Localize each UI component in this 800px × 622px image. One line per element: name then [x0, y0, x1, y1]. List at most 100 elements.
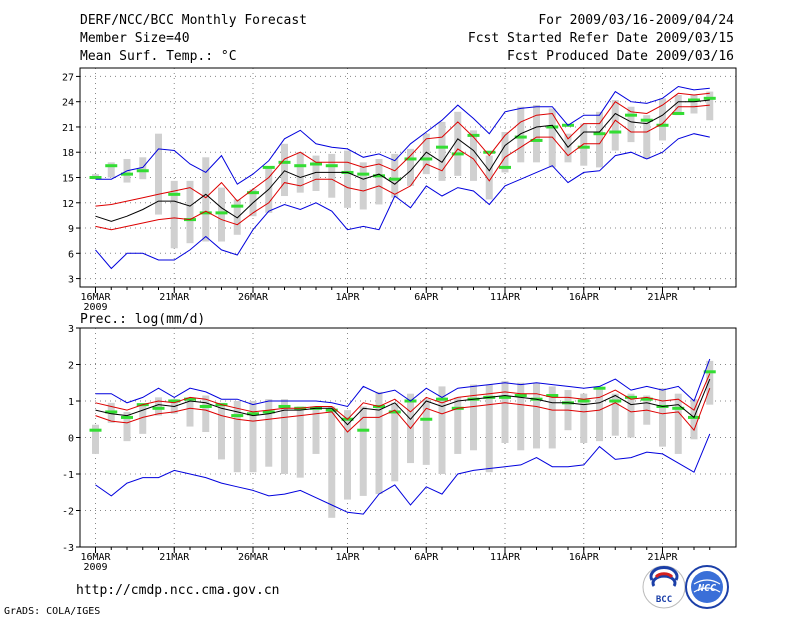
- precip-obs-marker: [499, 395, 511, 399]
- temp-spread-bar: [344, 150, 351, 208]
- fcst-produced-date: Fcst Produced Date 2009/03/16: [507, 49, 734, 64]
- temp-ytick-label: 6: [68, 249, 74, 260]
- temp-series-min: [95, 133, 710, 270]
- precip-obs-marker: [609, 399, 622, 403]
- temp-xtick-label: 16MAR: [80, 292, 111, 303]
- temp-ytick-label: 9: [68, 224, 74, 235]
- temp-spread-bar: [359, 162, 367, 210]
- temp-xtick-label: 16APR: [569, 292, 600, 303]
- precip-spread-bar: [344, 410, 351, 500]
- precip-spread-bar: [123, 411, 131, 442]
- temp-xtick-label: 21APR: [647, 292, 678, 303]
- temp-spread-bar: [328, 153, 336, 198]
- temp-spread-bar: [611, 100, 619, 151]
- temp-obs-marker: [357, 172, 370, 176]
- precip-spread-bar: [328, 406, 336, 518]
- precip-series-lower: [95, 388, 711, 433]
- precip-spread-bar: [580, 393, 588, 443]
- temp-obs-marker: [672, 111, 685, 115]
- precip-spread-bar: [155, 397, 162, 416]
- temp-spread-bar: [485, 155, 493, 200]
- precip-obs-marker: [105, 410, 118, 414]
- precip-spread-bar: [485, 384, 493, 473]
- temp-obs-marker: [278, 160, 291, 164]
- precip-spread-bar: [218, 402, 225, 460]
- temp-obs-marker: [593, 132, 606, 136]
- precip-xtick-label: 26MAR: [238, 552, 269, 563]
- temp-obs-marker: [325, 164, 338, 168]
- precip-spread-bar: [659, 388, 666, 447]
- temp-series-upper: [95, 92, 710, 207]
- temp-obs-marker: [404, 157, 417, 161]
- precip-xtick-label: 16MAR: [80, 552, 111, 563]
- temp-obs-marker: [546, 125, 559, 129]
- temp-ytick-label: 15: [62, 174, 74, 185]
- precip-ytick-label: -2: [62, 507, 74, 518]
- temp-obs-marker: [514, 135, 527, 139]
- temp-spread-bar: [312, 155, 320, 191]
- precip-obs-marker: [199, 404, 212, 408]
- temp-xtick-label: 11APR: [490, 292, 521, 303]
- temp-spread-bar: [438, 121, 446, 181]
- precip-obs-marker: [121, 415, 133, 419]
- temp-ytick-label: 12: [62, 199, 74, 210]
- temp-spread-bar: [501, 132, 509, 173]
- temp-spread-bar: [218, 187, 225, 242]
- temp-spread-bar: [548, 108, 556, 168]
- temp-obs-marker: [105, 164, 118, 168]
- precip-spread-bar: [596, 386, 603, 442]
- temp-spread-bar: [155, 133, 162, 215]
- temp-obs-marker: [499, 165, 511, 169]
- source-url[interactable]: http://cmdp.ncc.cma.gov.cn: [76, 583, 280, 598]
- temp-ytick-label: 27: [62, 72, 74, 83]
- precip-spread-bar: [296, 406, 304, 478]
- precip-spread-bar: [706, 360, 714, 405]
- precip-spread-bar: [470, 384, 477, 451]
- temp-ytick-label: 3: [68, 275, 74, 286]
- temp-xtick-label: 6APR: [414, 292, 439, 303]
- precip-spread-bar: [359, 406, 367, 496]
- precip-obs-marker: [247, 412, 259, 416]
- precip-obs-marker: [278, 404, 291, 408]
- precip-spread-bar: [422, 399, 430, 465]
- precip-label: Prec.: log(mm/d): [80, 312, 205, 327]
- precip-spread-bar: [92, 424, 99, 454]
- precip-series-mean: [95, 378, 711, 426]
- variable-label: Mean Surf. Temp.: °C: [80, 49, 237, 64]
- precip-spread-bar: [249, 401, 257, 473]
- chart-title: DERF/NCC/BCC Monthly Forecast: [80, 13, 307, 28]
- temp-spread-bar: [627, 106, 635, 143]
- precip-spread-bar: [391, 402, 399, 482]
- temp-spread-bar: [202, 157, 210, 242]
- temp-obs-marker: [310, 162, 322, 166]
- temp-obs-marker: [388, 177, 401, 181]
- precip-series-upper: [95, 373, 711, 420]
- precip-spread-bar: [533, 382, 540, 449]
- temp-obs-marker: [136, 169, 149, 173]
- precip-xtick-label: 6APR: [414, 552, 439, 563]
- temp-spread-bar: [186, 180, 194, 244]
- precip-spread-bar: [611, 393, 619, 436]
- precip-spread-bar: [265, 399, 273, 467]
- precip-spread-bar: [438, 386, 446, 474]
- temp-spread-bar: [690, 94, 698, 114]
- precipitation-panel: -3 -2 -1 0 1 2 3 16MAR 21MAR 26MAR 1APR 6APR 11APR 16…: [62, 324, 737, 573]
- forecast-period: For 2009/03/16-2009/04/24: [538, 13, 734, 28]
- precip-spread-bar: [202, 395, 210, 433]
- temp-series-mean: [95, 99, 710, 222]
- precip-obs-marker: [89, 428, 102, 432]
- temp-xtick-label: 21MAR: [159, 292, 190, 303]
- temp-obs-marker: [373, 174, 385, 178]
- grads-credit: GrADS: COLA/IGES: [4, 606, 100, 617]
- precip-spread-bar: [186, 397, 194, 427]
- temp-ytick-label: 24: [62, 98, 74, 109]
- temp-spread-bar: [674, 94, 682, 116]
- precip-ytick-label: 3: [68, 324, 74, 335]
- temp-xtick-label: 1APR: [335, 292, 360, 303]
- precip-obs-marker: [152, 406, 165, 410]
- precip-spread-bar: [548, 386, 556, 449]
- precip-obs-marker: [672, 406, 685, 410]
- precip-obs-marker: [262, 410, 275, 414]
- precip-spread-bar: [690, 399, 698, 440]
- precip-obs-marker: [357, 428, 370, 432]
